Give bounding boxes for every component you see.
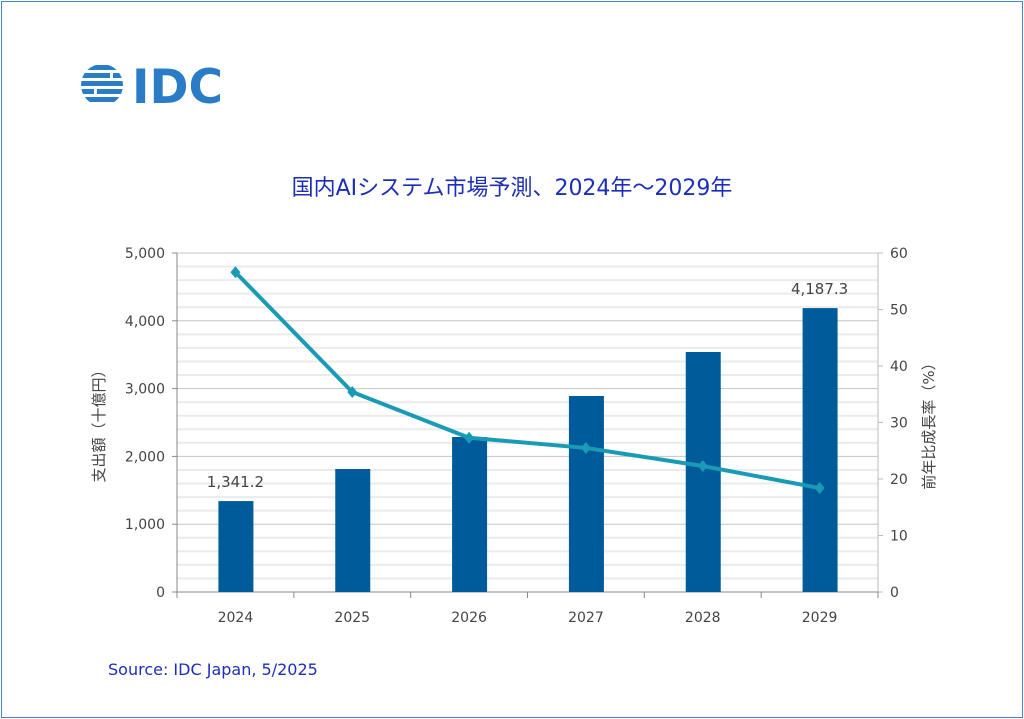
y-tick-label: 5,000 xyxy=(125,246,165,262)
x-tick-label: 2026 xyxy=(451,610,487,626)
bar-2028 xyxy=(685,351,721,592)
bar-data-label: 4,187.3 xyxy=(791,280,848,298)
line-marker-2028 xyxy=(697,460,708,473)
y2-tick-label: 20 xyxy=(890,472,908,488)
y-tick-label: 3,000 xyxy=(125,382,165,398)
y2-tick-label: 0 xyxy=(890,585,899,601)
y2-tick-label: 30 xyxy=(890,416,908,432)
y-tick-label: 2,000 xyxy=(125,449,165,465)
growth-rate-line xyxy=(233,270,820,491)
line-marker-2025 xyxy=(347,385,358,398)
y2-tick-label: 40 xyxy=(890,359,908,375)
line-marker-2024 xyxy=(230,266,241,279)
bar-2029 xyxy=(802,308,838,592)
source-note: Source: IDC Japan, 5/2025 xyxy=(108,660,318,679)
y-axis-title: 支出額（十億円） xyxy=(90,362,108,482)
line-marker-2026 xyxy=(464,431,475,444)
bar-2027 xyxy=(568,395,604,592)
x-tick-label: 2029 xyxy=(802,610,838,626)
bar-2024 xyxy=(218,501,254,592)
x-tick-label: 2027 xyxy=(568,610,604,626)
chart-title: 国内AIシステム市場予測、2024年～2029年 xyxy=(291,176,733,201)
y-tick-label: 1,000 xyxy=(125,517,165,533)
bar-2025 xyxy=(335,469,371,592)
y2-tick-label: 50 xyxy=(890,303,908,319)
y2-tick-label: 60 xyxy=(890,246,908,262)
x-tick-label: 2025 xyxy=(334,610,370,626)
y2-tick-label: 10 xyxy=(890,529,908,545)
line-marker-2029 xyxy=(814,482,825,495)
y2-axis-title: 前年比成長率（%） xyxy=(920,355,938,489)
x-tick-label: 2028 xyxy=(685,610,721,626)
bar-2026 xyxy=(452,437,488,592)
idc-logo: IDC xyxy=(80,60,240,115)
logo-text: IDC xyxy=(132,62,223,108)
x-tick-label: 2024 xyxy=(218,610,254,626)
y-tick-label: 0 xyxy=(156,585,165,601)
y-tick-label: 4,000 xyxy=(125,314,165,330)
bar-data-label: 1,341.2 xyxy=(207,473,264,491)
line-marker-2027 xyxy=(580,441,591,454)
